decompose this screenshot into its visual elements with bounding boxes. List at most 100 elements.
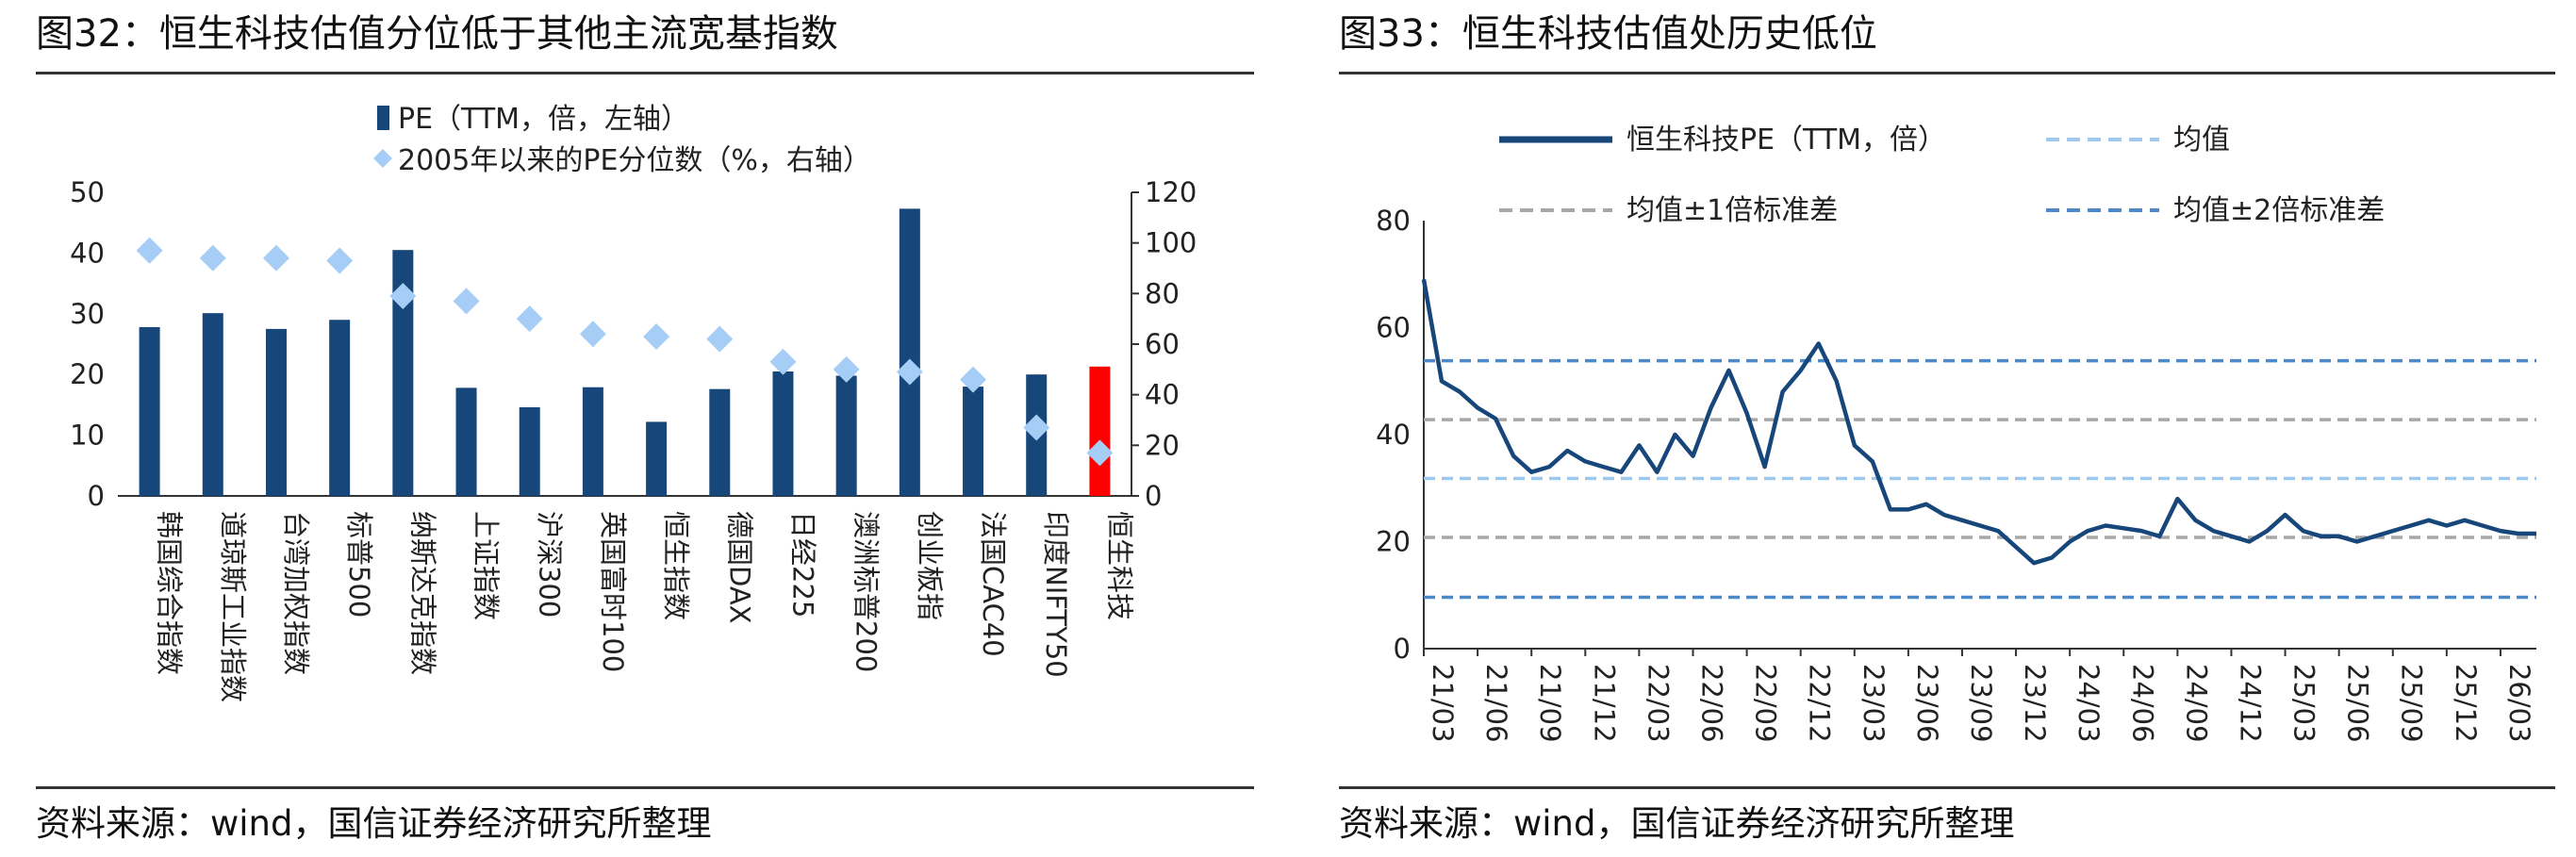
category-label: 道琼斯工业指数	[217, 511, 249, 702]
figure-32-title-rule	[36, 72, 1254, 74]
right-y-tick-label: 40	[1145, 379, 1180, 411]
percentile-marker	[579, 321, 606, 348]
category-label: 纳斯达克指数	[406, 511, 438, 675]
x-tick-label: 22/12	[1804, 664, 1836, 743]
pe-bar	[329, 320, 351, 496]
figure-32-title: 图32：恒生科技估值分位低于其他主流宽基指数	[36, 12, 838, 56]
percentile-marker	[199, 244, 226, 272]
x-tick-label: 23/09	[1965, 664, 1997, 743]
category-label: 印度NIFTY50	[1040, 511, 1072, 678]
x-tick-label: 24/03	[2072, 664, 2105, 743]
category-label: 恒生科技	[1103, 511, 1135, 620]
pe-bar	[899, 208, 920, 496]
x-tick-label: 22/06	[1695, 664, 1727, 743]
category-label: 澳洲标普200	[850, 511, 883, 672]
category-label: 法国CAC40	[977, 511, 1009, 657]
percentile-marker	[833, 355, 860, 383]
percentile-marker	[706, 325, 734, 353]
percentile-marker	[453, 288, 480, 315]
right-y-tick-label: 120	[1145, 176, 1197, 208]
pe-percentile-chart: PE（TTM，倍，左轴） 2005年以来的PE分位数（%，右轴） 0 10 20 30 40…	[70, 103, 1197, 702]
right-y-tick-label: 100	[1145, 227, 1197, 259]
legend-marker-swatch	[373, 149, 392, 168]
figure-33-title-rule	[1339, 72, 2555, 74]
left-y-tick-label: 0	[88, 480, 105, 512]
x-tick-label: 23/06	[1911, 664, 1943, 743]
pe-line	[1421, 279, 2536, 566]
right-y-tick-label: 0	[1145, 480, 1162, 512]
legend-bar-swatch	[377, 106, 389, 130]
legend-label-pe: PE（TTM，倍，左轴）	[398, 103, 689, 136]
category-label: 上证指数	[471, 511, 503, 620]
percentile-marker	[326, 247, 354, 274]
x-tick-label: 25/09	[2396, 664, 2428, 743]
x-tick-label: 24/06	[2126, 664, 2158, 743]
figure-32-source-rule	[36, 786, 1254, 789]
pe-bar	[265, 328, 287, 496]
percentile-marker	[769, 348, 797, 375]
x-tick-label: 25/03	[2288, 664, 2320, 743]
x-tick-label: 25/06	[2342, 664, 2374, 743]
category-label: 日经225	[786, 511, 818, 618]
pe-bar	[519, 406, 540, 496]
pe-bar	[835, 375, 857, 496]
left-y-tick-label: 40	[70, 237, 105, 269]
pe-bar	[392, 250, 414, 496]
percentile-marker	[262, 244, 289, 272]
x-tick-label: 23/12	[2019, 664, 2051, 743]
left-y-tick-label: 50	[70, 176, 105, 208]
percentile-marker	[643, 322, 670, 350]
x-tick-label: 21/09	[1534, 664, 1566, 743]
pe-bar	[1089, 366, 1111, 496]
y-tick-label: 80	[1376, 205, 1411, 237]
percentile-marker	[1086, 439, 1114, 467]
figure-33-source: 资料来源：wind，国信证券经济研究所整理	[1339, 803, 2015, 844]
pe-bar	[772, 371, 794, 496]
x-tick-label: 21/12	[1588, 664, 1620, 743]
x-tick-label: 22/09	[1750, 664, 1782, 743]
pe-bar	[963, 387, 984, 496]
category-label: 韩国综合指数	[154, 511, 186, 675]
percentile-marker	[389, 283, 417, 310]
x-tick-label: 21/03	[1427, 664, 1459, 743]
y-tick-label: 0	[1394, 633, 1411, 665]
x-tick-label: 24/09	[2180, 664, 2212, 743]
figure-33-title: 图33：恒生科技估值处历史低位	[1339, 12, 1877, 56]
right-y-tick-label: 20	[1145, 429, 1180, 461]
pe-bar	[709, 388, 731, 496]
pe-bar	[646, 421, 668, 496]
legend-label-sd1: 均值±1倍标准差	[1627, 194, 1838, 227]
left-y-tick-label: 20	[70, 358, 105, 390]
legend-label-pe: 恒生科技PE（TTM，倍）	[1627, 124, 1946, 157]
category-label: 创业板指	[914, 511, 946, 620]
legend-label-sd2: 均值±2倍标准差	[2173, 194, 2385, 227]
chart-legend: PE（TTM，倍，左轴） 2005年以来的PE分位数（%，右轴）	[373, 103, 871, 177]
x-tick-label: 25/12	[2450, 664, 2482, 743]
percentile-marker	[1023, 414, 1050, 441]
x-tick-label: 22/03	[1642, 664, 1674, 743]
left-y-tick-label: 30	[70, 298, 105, 330]
category-label: 沪深300	[534, 511, 566, 618]
percentile-marker	[896, 358, 923, 386]
right-y-tick-label: 60	[1145, 328, 1180, 360]
pe-bar	[455, 387, 477, 496]
left-y-tick-label: 10	[70, 420, 105, 452]
category-label: 台湾加权指数	[280, 511, 312, 675]
y-tick-label: 40	[1376, 419, 1411, 451]
category-label: 德国DAX	[723, 511, 755, 624]
x-tick-label: 21/06	[1480, 664, 1512, 743]
pe-bar	[139, 326, 160, 496]
pe-bar	[202, 313, 223, 496]
y-tick-label: 20	[1376, 526, 1411, 558]
category-label: 英国富时100	[597, 511, 629, 672]
percentile-marker	[516, 305, 543, 333]
x-tick-label: 23/03	[1858, 664, 1890, 743]
pe-bar	[582, 387, 603, 496]
y-tick-label: 60	[1376, 312, 1411, 344]
right-y-tick-label: 80	[1145, 277, 1180, 309]
x-tick-label: 24/12	[2234, 664, 2266, 743]
x-tick-label: 26/03	[2503, 664, 2535, 743]
category-label: 恒生指数	[660, 511, 692, 620]
percentile-marker	[960, 366, 987, 393]
